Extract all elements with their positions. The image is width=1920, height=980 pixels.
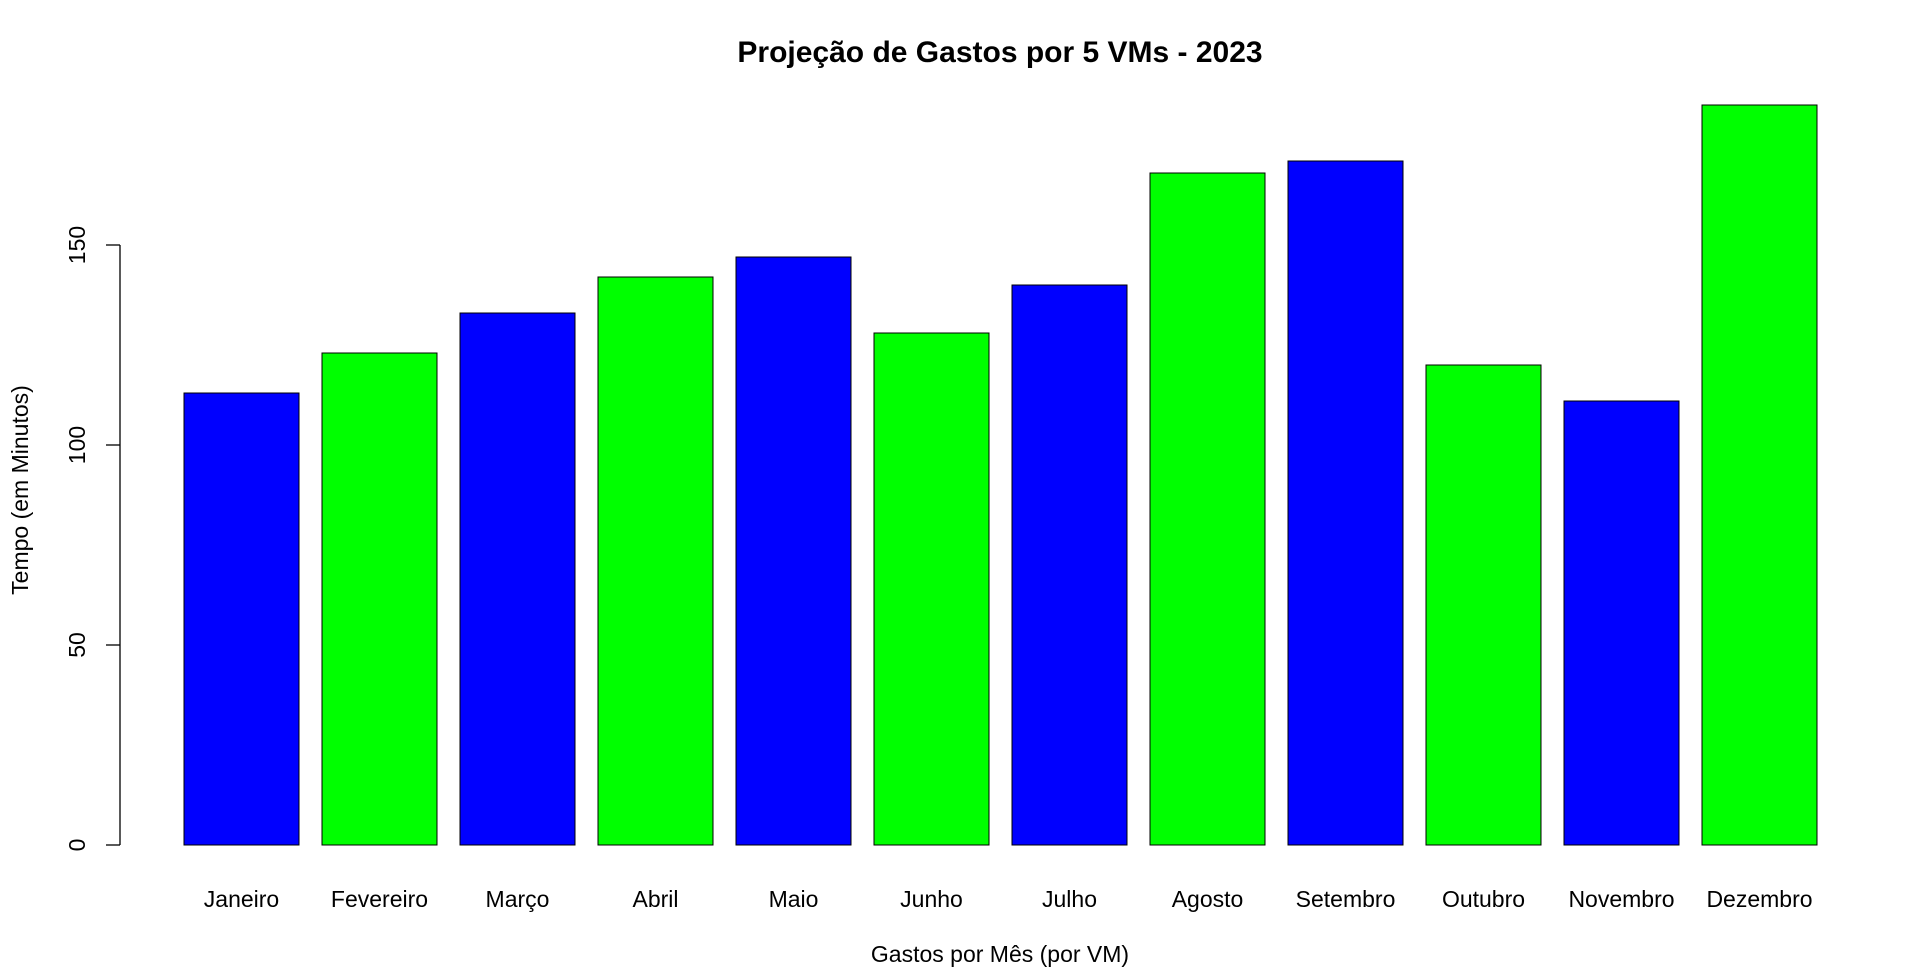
y-axis-label: Tempo (em Minutos)	[7, 385, 33, 595]
x-tick-label: Junho	[900, 886, 963, 912]
bar-junho	[873, 332, 990, 846]
y-axis: 0 50 100 150	[64, 226, 121, 852]
bars-group	[183, 104, 1818, 846]
x-tick-label: Julho	[1042, 886, 1097, 912]
x-axis-label: Gastos por Mês (por VM)	[871, 941, 1129, 967]
x-tick-label: Dezembro	[1706, 886, 1812, 912]
x-tick-label: Novembro	[1568, 886, 1674, 912]
bar-janeiro	[183, 392, 300, 846]
x-tick-label: Setembro	[1296, 886, 1396, 912]
chart-title: Projeção de Gastos por 5 VMs - 2023	[737, 36, 1262, 69]
bar-maio	[735, 256, 852, 846]
bar-março	[459, 312, 576, 846]
y-tick-label: 0	[64, 839, 90, 852]
bar-abril	[597, 276, 714, 846]
x-tick-label: Abril	[632, 886, 678, 912]
y-tick-label: 100	[64, 426, 90, 464]
x-tick-label: Janeiro	[204, 886, 279, 912]
x-tick-label: Maio	[769, 886, 819, 912]
bar-dezembro	[1701, 104, 1818, 846]
x-tick-label: Outubro	[1442, 886, 1525, 912]
x-tick-label: Agosto	[1172, 886, 1244, 912]
bar-agosto	[1149, 172, 1266, 846]
x-tick-labels: Janeiro Fevereiro Março Abril Maio Junho Julho…	[204, 886, 1813, 912]
x-tick-label: Março	[486, 886, 550, 912]
y-tick-label: 150	[64, 226, 90, 264]
x-tick-label: Fevereiro	[331, 886, 428, 912]
bar-julho	[1011, 284, 1128, 846]
bar-setembro	[1287, 160, 1404, 846]
bar-outubro	[1425, 364, 1542, 846]
y-tick-label: 50	[64, 632, 90, 658]
bar-fevereiro	[321, 352, 438, 846]
bar-novembro	[1563, 400, 1680, 846]
